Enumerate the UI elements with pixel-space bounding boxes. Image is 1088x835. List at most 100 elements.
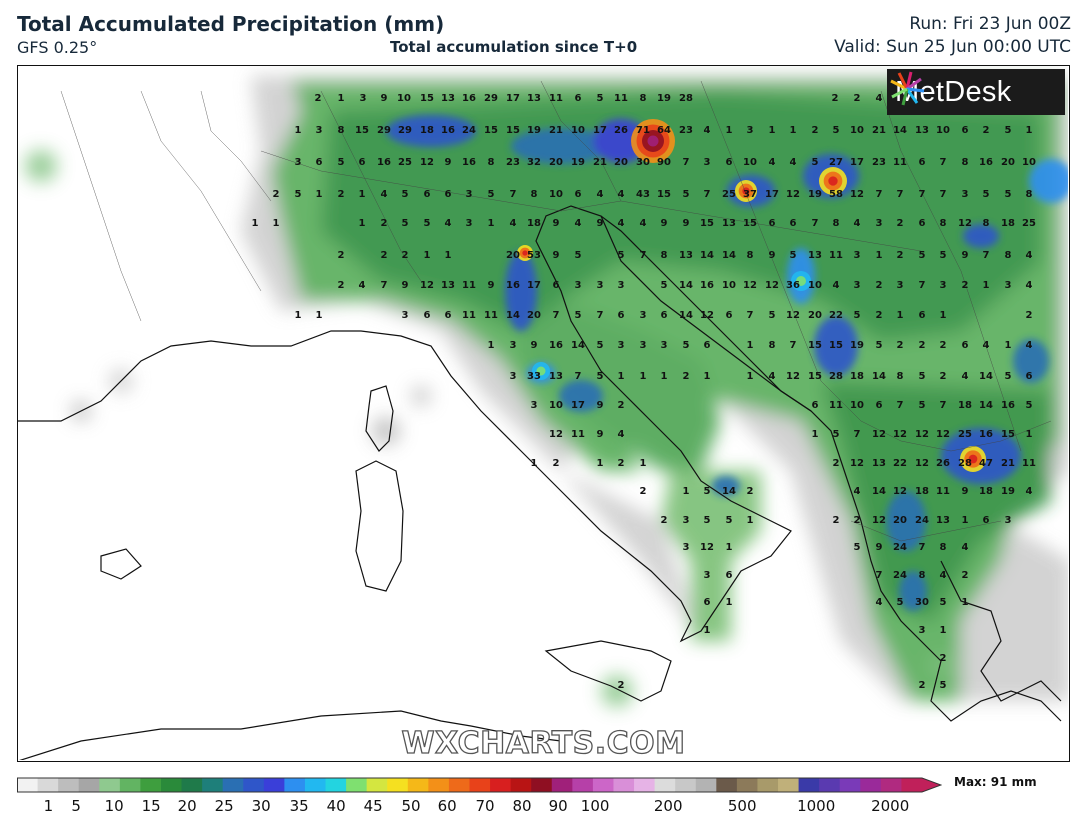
legend-color-swatch	[613, 778, 635, 792]
station-value: 5	[940, 597, 947, 608]
station-value: 5	[919, 250, 926, 261]
legend-tick-label: 20	[177, 797, 197, 815]
station-value: 7	[919, 189, 926, 200]
station-value: 5	[295, 189, 302, 200]
station-value: 15	[743, 218, 757, 229]
station-value: 6	[983, 515, 990, 526]
station-value: 5	[597, 340, 604, 351]
station-value: 15	[829, 340, 843, 351]
station-value: 15	[420, 93, 434, 104]
station-value: 5	[1005, 125, 1012, 136]
legend-color-swatch	[634, 778, 656, 792]
legend-color-swatch	[716, 778, 738, 792]
station-value: 3	[640, 310, 647, 321]
station-value: 2	[940, 371, 947, 382]
station-value: 11	[571, 429, 585, 440]
chart-subtitle: Total accumulation since T+0	[390, 38, 638, 56]
station-value: 1	[359, 218, 366, 229]
legend-color-swatch	[366, 778, 388, 792]
station-value: 1	[726, 125, 733, 136]
station-value: 1	[661, 371, 668, 382]
station-value: 8	[962, 157, 969, 168]
station-value: 11	[462, 310, 476, 321]
station-value: 43	[636, 189, 650, 200]
station-value: 6	[575, 189, 582, 200]
station-value: 2	[640, 486, 647, 497]
legend-color-swatch	[284, 778, 306, 792]
station-value: 13	[549, 371, 563, 382]
legend-tick-label: 90	[548, 797, 568, 815]
station-value: 10	[549, 189, 563, 200]
station-value: 5	[338, 157, 345, 168]
station-value: 1	[812, 429, 819, 440]
station-value: 24	[893, 570, 907, 581]
station-value: 19	[1001, 486, 1015, 497]
station-value: 5	[683, 189, 690, 200]
station-value: 23	[872, 157, 886, 168]
station-value: 9	[876, 542, 883, 553]
station-value: 28	[829, 371, 843, 382]
station-value: 2	[919, 340, 926, 351]
station-value: 9	[488, 280, 495, 291]
station-value: 12	[743, 280, 757, 291]
station-value: 8	[919, 570, 926, 581]
coast-france-italy	[18, 205, 1062, 722]
station-value: 7	[854, 429, 861, 440]
station-value: 4	[704, 125, 711, 136]
station-value: 71	[636, 125, 650, 136]
station-value: 5	[704, 486, 711, 497]
station-value: 2	[338, 189, 345, 200]
legend-color-swatch	[407, 778, 429, 792]
station-value: 5	[876, 340, 883, 351]
station-value: 64	[657, 125, 671, 136]
legend-color-swatch	[304, 778, 327, 792]
legend-color-swatch	[325, 778, 347, 792]
station-value: 5	[402, 189, 409, 200]
station-value: 1	[726, 542, 733, 553]
station-value: 4	[854, 486, 861, 497]
station-value: 3	[897, 280, 904, 291]
station-value: 12	[872, 429, 886, 440]
station-value: 17	[850, 157, 864, 168]
station-value: 12	[915, 458, 929, 469]
station-value: 16	[1001, 400, 1015, 411]
station-value: 3	[295, 157, 302, 168]
station-value: 90	[657, 157, 671, 168]
station-value: 1	[983, 280, 990, 291]
station-value: 17	[571, 400, 585, 411]
station-value: 7	[812, 218, 819, 229]
station-value: 8	[897, 371, 904, 382]
station-value: 9	[402, 280, 409, 291]
station-value: 6	[962, 340, 969, 351]
station-value: 12	[786, 310, 800, 321]
station-value: 1	[445, 250, 452, 261]
legend-tick-label: 70	[475, 797, 495, 815]
station-value: 28	[958, 458, 972, 469]
color-scale-bar	[17, 777, 942, 793]
legend-color-swatch	[448, 778, 470, 792]
station-value: 7	[897, 189, 904, 200]
coastlines	[18, 205, 1062, 760]
station-value: 16	[549, 340, 563, 351]
station-value: 18	[527, 218, 541, 229]
station-value: 9	[381, 93, 388, 104]
station-value: 10	[850, 400, 864, 411]
station-value: 19	[657, 93, 671, 104]
station-value: 7	[683, 157, 690, 168]
station-value: 7	[510, 189, 517, 200]
station-value: 5	[940, 680, 947, 691]
valid-time: Valid: Sun 25 Jun 00:00 UTC	[834, 37, 1071, 57]
station-value: 3	[510, 371, 517, 382]
legend-color-swatch	[901, 778, 923, 792]
legend-color-swatch	[778, 778, 800, 792]
station-value: 12	[936, 429, 950, 440]
legend-color-swatch	[531, 778, 553, 792]
station-value: 10	[549, 400, 563, 411]
precipitation-map: 2 1 3 9 10 15 13 16 29 17 13 11 6 5 11 8 19 28 2 2 4 1 3 8 15 29 2…	[17, 65, 1070, 762]
station-value: 12	[872, 515, 886, 526]
station-value: 7	[553, 310, 560, 321]
metdesk-sunburst-icon	[890, 71, 925, 106]
station-value: 12	[420, 280, 434, 291]
station-value: 2	[273, 189, 280, 200]
station-value: 12	[786, 189, 800, 200]
